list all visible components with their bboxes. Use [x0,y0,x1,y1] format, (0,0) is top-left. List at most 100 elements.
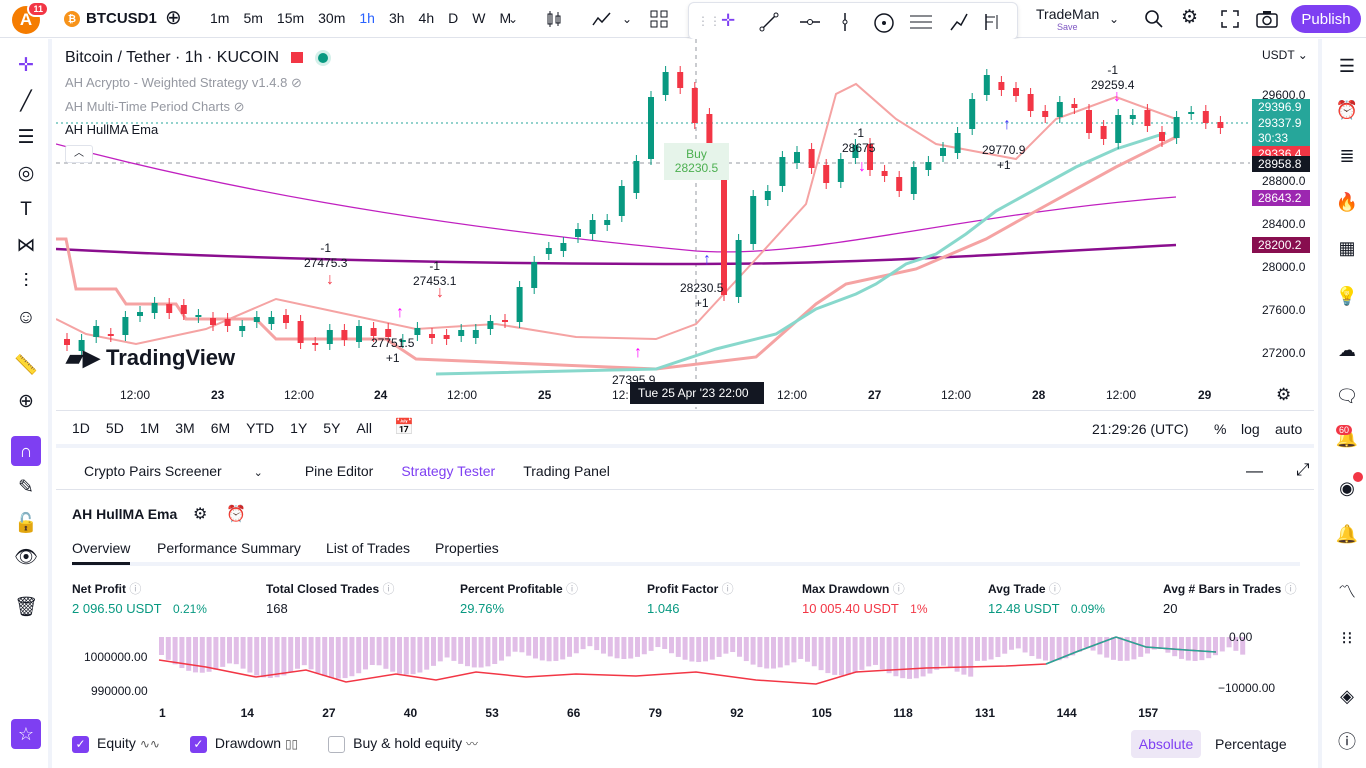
date-range-icon[interactable]: 📅 [393,418,414,436]
auto-toggle[interactable]: auto [1275,421,1303,437]
subtab-list-of-trades[interactable]: List of Trades [326,540,411,556]
buyhold-checkbox[interactable]: Buy & hold equity 〰 [328,735,478,753]
camera-icon[interactable] [1256,9,1278,33]
price-axis[interactable]: USDT ⌄ 29600.029200.028800.028400.028000… [1250,39,1314,409]
layers-icon[interactable]: ◈ [1340,686,1354,706]
trash-icon[interactable]: 🗑 [13,597,39,618]
indicator-legend-3[interactable]: AH HullMA Ema [65,122,159,137]
tab-trading-panel[interactable]: Trading Panel [523,462,610,479]
lock-icon[interactable]: 🔓 [14,513,38,534]
interval-M[interactable]: M [499,10,512,26]
eye-off-icon[interactable]: ⊘ [233,99,245,114]
drag-handle-icon[interactable]: ⋮⋮ [697,14,721,28]
alarm-clock-icon[interactable]: ⏰ [1335,100,1359,120]
range-5Y[interactable]: 5Y [323,419,341,436]
trading-icon[interactable]: 〽 [1338,582,1356,602]
gear-icon[interactable]: ⚙ [1181,7,1199,28]
indicators-icon[interactable] [592,10,612,32]
price-chart[interactable]: ↓ ↓ ↑ ↑ ↑ ↓ ↑ ↓ Bitcoin / Tether · 1h · KUCOIN … [56,39,1314,409]
emoji-icon[interactable]: ☺ [16,307,36,328]
text-tool-icon[interactable]: T [20,199,32,220]
currency-selector[interactable]: USDT ⌄ [1262,48,1308,62]
range-1D[interactable]: 1D [72,419,90,436]
range-5D[interactable]: 5D [105,419,124,436]
range-6M[interactable]: 6M [210,419,231,436]
symbol-search-button[interactable]: BTCUSD1 [86,10,157,27]
watchlist-icon[interactable]: ☰ [1338,56,1356,76]
info-icon[interactable]: ⓘ [1048,582,1061,596]
path-icon[interactable] [949,12,969,36]
candles-chart-type-icon[interactable] [545,10,563,32]
patterns-tool-icon[interactable]: ◎ [17,163,35,184]
info-icon[interactable]: ⓘ [1284,582,1297,596]
layout-name[interactable]: TradeMan [1036,6,1100,22]
info-icon[interactable]: ⓘ [892,582,905,596]
equity-chart[interactable] [56,632,1314,722]
maximize-panel-icon[interactable]: ⤢ [1296,460,1310,479]
flag-icon[interactable] [291,52,304,64]
subtab-overview[interactable]: Overview [72,540,131,565]
percentage-toggle[interactable]: Percentage [1215,736,1287,752]
chevron-down-icon[interactable]: ⌄ [508,12,519,26]
info-icon[interactable]: ⓘ [721,582,734,596]
interval-1m[interactable]: 1m [210,10,230,26]
horizontal-line-icon[interactable] [799,12,821,36]
dom-icon[interactable]: ⁝⁝ [1341,628,1353,648]
info-icon[interactable]: ⓘ [382,582,395,596]
chart-settings-icon[interactable]: ⚙ [1276,385,1292,404]
tab-strategy-tester[interactable]: Strategy Tester [401,462,496,479]
info-icon[interactable]: ⓘ [129,582,142,596]
ruler-icon[interactable]: 📏 [14,355,38,376]
fib-lines-icon[interactable] [909,12,933,36]
range-1Y[interactable]: 1Y [290,419,308,436]
compare-symbol-icon[interactable]: ⊕ [165,7,182,29]
publish-button[interactable]: Publish [1291,5,1361,33]
eye-off-icon[interactable]: ⊘ [290,75,302,90]
bell-icon[interactable]: 🔔 [1335,524,1359,544]
interval-D[interactable]: D [448,10,459,26]
range-3M[interactable]: 3M [175,419,195,436]
interval-4h[interactable]: 4h [418,10,435,26]
trendline-tool-icon[interactable]: ╱ [20,91,32,112]
vertical-line-icon[interactable] [839,12,851,36]
user-avatar[interactable]: A 11 [12,1,49,34]
calendar-icon[interactable]: ▦ [1338,238,1356,258]
hotlist-fire-icon[interactable]: 🔥 [1335,192,1359,212]
info-icon[interactable]: ⓘ [566,582,579,596]
time-axis[interactable]: 12:00 23 12:00 24 12:00 25 12: 12:00 27 12:00 28 12… [56,382,1314,407]
chevron-down-icon[interactable]: ⌄ [622,12,633,26]
trend-line-icon[interactable] [759,12,779,36]
interval-1h[interactable]: 1h [359,10,375,26]
interval-30m[interactable]: 30m [318,10,346,26]
range-YTD[interactable]: YTD [246,419,275,436]
eye-icon[interactable]: 👁 [13,547,39,568]
range-All[interactable]: All [356,419,372,436]
ideas-lightbulb-icon[interactable]: 💡 [1335,286,1359,306]
layout-grid-icon[interactable] [650,10,668,32]
crosshair-icon[interactable]: ✛ [721,11,736,30]
stay-in-drawing-icon[interactable]: ✎ [18,477,34,498]
interval-5m[interactable]: 5m [243,10,263,26]
drawdown-checkbox[interactable]: ✓ Drawdown ▯▯ [189,735,298,753]
circle-icon[interactable] [873,12,895,38]
indicator-legend-2[interactable]: AH Multi-Time Period Charts ⊘ [65,99,245,114]
log-toggle[interactable]: log [1241,421,1260,437]
minimize-panel-icon[interactable]: — [1246,461,1263,480]
chat-icon[interactable]: 🗨 [1335,386,1359,406]
tab-crypto-screener[interactable]: Crypto Pairs Screener ⌄ [84,462,263,479]
xabcd-pattern-icon[interactable]: ⋈ [16,235,36,256]
percent-toggle[interactable]: % [1214,421,1227,437]
forecasting-tool-icon[interactable]: ⫶ [23,271,29,292]
subtab-performance-summary[interactable]: Performance Summary [157,540,301,556]
strategy-settings-icon[interactable]: ⚙ [193,506,208,523]
indicator-legend-1[interactable]: AH Acrypto - Weighted Strategy v1.4.8 ⊘ [65,75,302,90]
fullscreen-icon[interactable] [1220,9,1240,33]
equity-checkbox[interactable]: ✓ Equity ∿∿ [72,735,160,753]
long-position-icon[interactable] [983,12,1003,36]
subtab-properties[interactable]: Properties [435,540,499,556]
crosshair-tool-icon[interactable]: ✛ [18,55,34,76]
zoom-in-icon[interactable]: ⊕ [18,391,34,412]
save-status[interactable]: Save [1057,22,1078,32]
fib-tool-icon[interactable]: ☰ [17,127,35,148]
magnet-icon[interactable]: ∩ [11,436,41,466]
